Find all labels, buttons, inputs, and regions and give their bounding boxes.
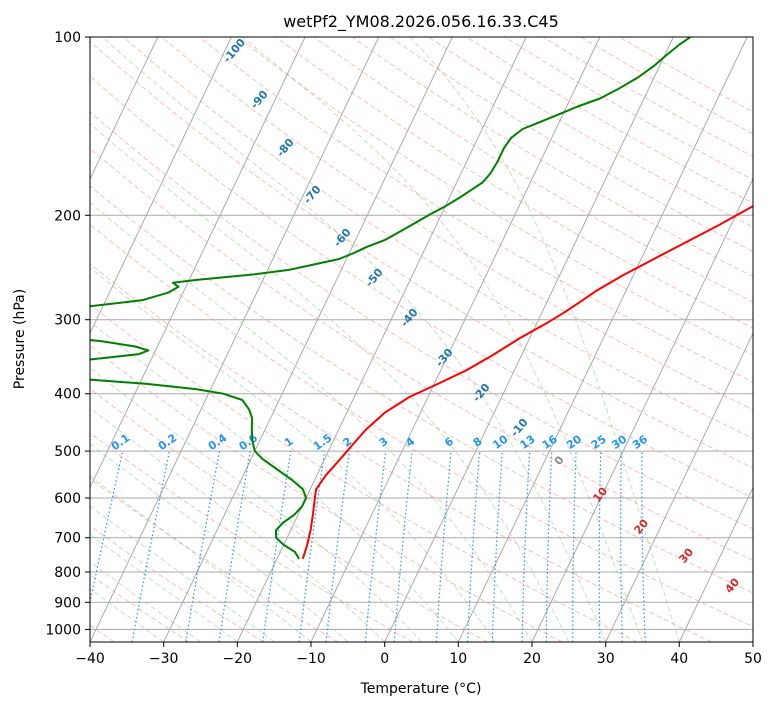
x-tick-label: 10 — [449, 651, 467, 667]
dry-adiabat — [90, 477, 339, 642]
y-tick-label: 500 — [54, 444, 81, 460]
x-axis-label: Temperature (°C) — [360, 681, 482, 697]
isotherm-gridlines — [0, 37, 753, 642]
dry-adiabat — [90, 303, 638, 642]
x-tick-label: 0 — [380, 651, 389, 667]
dry-adiabat — [90, 573, 190, 642]
dry-adiabat — [161, 37, 753, 411]
isotherm-line — [90, 37, 380, 642]
isotherm-line — [0, 37, 10, 642]
dry-adiabat — [90, 345, 563, 642]
y-axis-ticks: 100 200 300 400 500 600 700 800 900 1000 — [45, 30, 90, 638]
x-tick-label: 40 — [670, 651, 688, 667]
isotherm-line — [457, 37, 748, 642]
temperature-profile — [301, 204, 753, 560]
mixing-ratio-line — [325, 451, 351, 642]
moist-adiabat — [90, 561, 201, 642]
moist-adiabat — [90, 588, 164, 642]
moist-adiabat — [90, 123, 570, 642]
y-tick-label: 600 — [54, 491, 81, 507]
moist-adiabat — [90, 367, 422, 642]
isotherm-line — [310, 37, 601, 642]
lcl-curve — [90, 37, 91, 60]
isotherm-line — [678, 486, 753, 642]
dry-adiabat — [90, 111, 753, 530]
chart-title: wetPf2_YM08.2026.056.16.33.C45 — [283, 12, 559, 32]
y-tick-label: 200 — [54, 208, 81, 224]
x-tick-label: −30 — [149, 651, 179, 667]
moist-adiabat — [90, 443, 349, 642]
y-tick-label: 300 — [54, 313, 81, 329]
y-tick-label: 1000 — [45, 622, 81, 638]
y-axis-label: Pressure (hPa) — [12, 289, 28, 389]
dry-adiabat — [90, 185, 753, 594]
isotherm-line — [384, 37, 674, 642]
isotherm-line — [90, 37, 306, 489]
dry-adiabat — [90, 263, 712, 642]
x-tick-label: 20 — [523, 651, 541, 667]
isotherm-line — [531, 177, 753, 642]
dry-adiabat — [90, 75, 753, 499]
y-tick-label: 100 — [54, 30, 81, 46]
isotherm-line — [236, 37, 527, 642]
moist-adiabat — [409, 37, 680, 642]
moist-adiabat — [242, 37, 643, 642]
isotherm-line — [752, 640, 753, 642]
sounding-series — [90, 37, 753, 560]
x-tick-label: −20 — [223, 651, 253, 667]
dewpoint-profile — [90, 37, 691, 560]
moist-adiabat — [101, 37, 607, 642]
lcl-line — [90, 37, 91, 60]
mixing-ratio-line — [262, 451, 292, 642]
isotherm-line — [90, 37, 232, 335]
x-tick-label: −10 — [296, 651, 326, 667]
dry-adiabat — [275, 37, 753, 329]
x-tick-label: 50 — [744, 651, 762, 667]
dry-adiabat — [199, 37, 753, 383]
moist-adiabat — [90, 202, 533, 642]
mixing-ratio-line — [298, 451, 326, 642]
mixing-ratio-lines — [90, 450, 646, 642]
isotherm-line — [163, 37, 453, 642]
plot-frame — [89, 36, 754, 643]
y-tick-label: 800 — [54, 565, 81, 581]
mixing-ratio-line — [393, 451, 413, 642]
x-tick-label: −40 — [75, 651, 105, 667]
x-axis-ticks: −40 −30 −20 −10 0 10 20 30 40 50 — [75, 642, 762, 667]
mixing-ratio-line — [364, 451, 387, 642]
y-tick-label: 700 — [54, 531, 81, 547]
dry-adiabat — [90, 223, 753, 628]
y-tick-label: 900 — [54, 595, 81, 611]
x-tick-label: 30 — [597, 651, 615, 667]
isotherm-line — [90, 37, 159, 181]
moist-adiabat — [90, 321, 459, 642]
isotherm-line — [605, 332, 753, 642]
y-tick-label: 400 — [54, 387, 81, 403]
moist-adiabat — [90, 266, 496, 642]
